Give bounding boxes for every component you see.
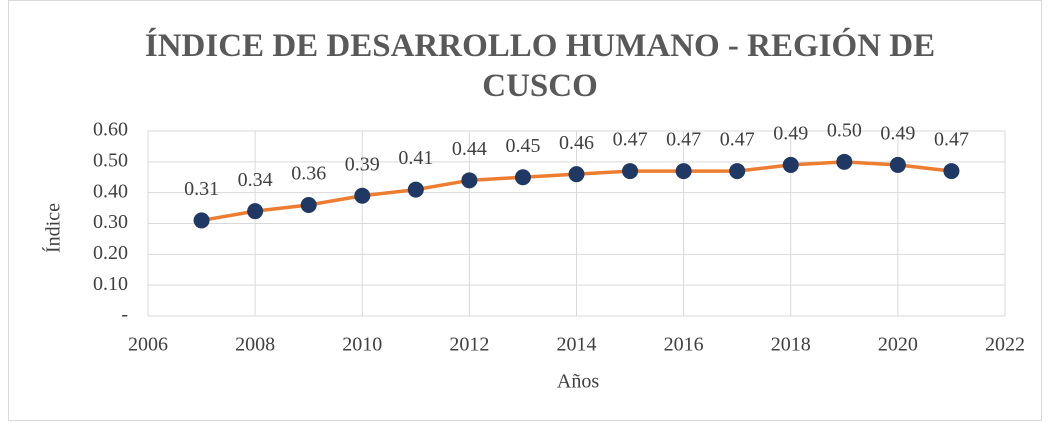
y-tick-label: 0.10	[93, 273, 128, 295]
data-label: 0.47	[666, 129, 701, 151]
data-point	[247, 203, 264, 220]
data-label: 0.49	[773, 123, 808, 145]
data-point	[354, 187, 371, 204]
x-tick-label: 2008	[235, 334, 275, 356]
data-label: 0.46	[559, 132, 594, 154]
data-label: 0.47	[613, 129, 648, 151]
chart-title: ÍNDICE DE DESARROLLO HUMANO - REGIÓN DE …	[144, 28, 936, 104]
y-tick-label: 0.50	[93, 149, 128, 171]
data-point	[836, 153, 853, 170]
data-point	[461, 172, 478, 189]
x-tick-label: 2020	[878, 334, 918, 356]
data-point	[889, 156, 906, 173]
x-tick-label: 2012	[449, 334, 489, 356]
x-tick-label: 2014	[557, 334, 597, 356]
x-tick-label: 2018	[771, 334, 811, 356]
data-point	[193, 212, 210, 229]
data-point	[729, 163, 746, 180]
x-tick-label: 2006	[128, 334, 168, 356]
data-label: 0.31	[184, 178, 219, 200]
y-tick-label: -	[121, 304, 128, 326]
y-tick-label: 0.20	[93, 242, 128, 264]
data-point	[300, 197, 317, 213]
data-point	[568, 166, 585, 183]
data-point	[407, 181, 424, 198]
data-label: 0.39	[345, 153, 380, 175]
y-tick-label: 0.40	[93, 180, 128, 202]
data-point	[675, 163, 692, 180]
data-label: 0.47	[720, 129, 755, 151]
data-point	[514, 169, 531, 186]
x-tick-label: 2010	[342, 334, 382, 356]
y-tick-label: 0.60	[93, 119, 128, 141]
y-tick-label: 0.30	[93, 211, 128, 233]
chart-border	[8, 0, 1042, 421]
data-label: 0.45	[505, 135, 540, 157]
data-label: 0.47	[934, 129, 969, 151]
x-tick-label: 2016	[664, 334, 704, 356]
data-label: 0.41	[398, 147, 433, 169]
x-tick-label: 2022	[985, 334, 1025, 356]
y-axis-label: Índice	[42, 203, 65, 253]
data-point	[622, 163, 639, 180]
data-point	[782, 156, 799, 173]
data-label: 0.36	[291, 163, 326, 185]
data-point	[943, 163, 960, 180]
x-axis-label: Años	[557, 371, 599, 393]
data-label: 0.34	[238, 169, 273, 191]
data-label: 0.50	[827, 119, 862, 141]
data-label: 0.49	[880, 123, 915, 145]
data-label: 0.44	[452, 138, 487, 160]
